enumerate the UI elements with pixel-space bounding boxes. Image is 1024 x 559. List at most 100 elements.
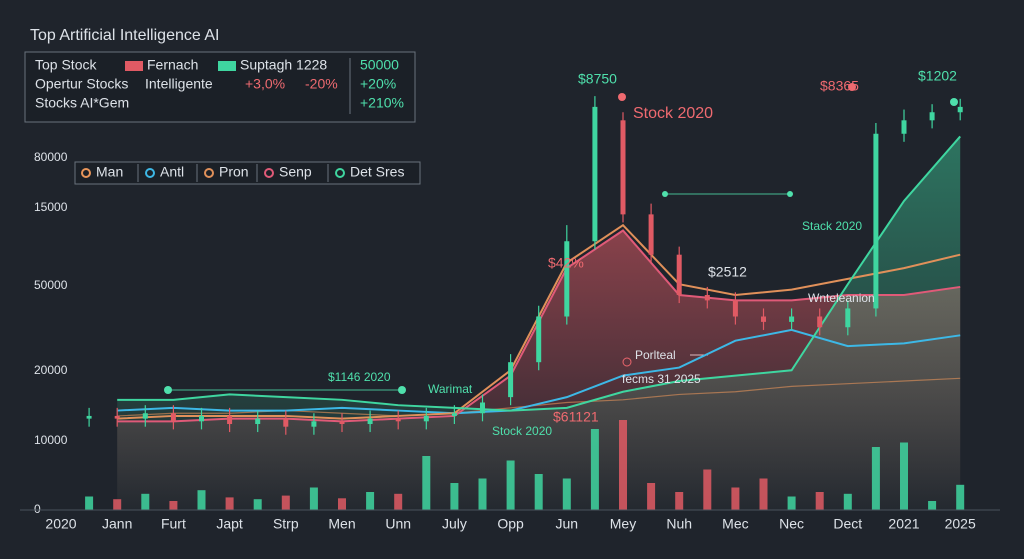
- candle-body: [339, 421, 345, 424]
- x-tick-label: Nuh: [666, 516, 692, 532]
- info-swatch: [218, 61, 236, 71]
- y-axis-label: 50000: [34, 278, 68, 292]
- info-box: Top Stock Opertur Stocks Intelligente St…: [24, 51, 416, 123]
- candle-body: [592, 106, 598, 242]
- annotation: $1146 2020: [328, 370, 391, 384]
- y-axis-label: 15000: [34, 200, 68, 214]
- candle-body: [508, 362, 514, 398]
- annotation: $8750: [578, 71, 617, 87]
- ref-dot: [164, 386, 172, 394]
- volume-bar: [759, 478, 768, 510]
- candle-body: [676, 254, 682, 295]
- ref-dot: [618, 93, 626, 101]
- x-tick-label: Men: [328, 516, 355, 532]
- volume-bar: [731, 487, 740, 510]
- info-change: 50000: [360, 57, 399, 73]
- candle-body: [564, 241, 570, 317]
- legend-marker: [81, 168, 91, 178]
- candle-body: [901, 120, 907, 134]
- volume-bar: [281, 495, 290, 510]
- volume-bar: [703, 469, 712, 510]
- x-tick-label: Furt: [161, 516, 186, 532]
- chart-title: Top Artificial Intelligence AI: [30, 27, 219, 44]
- x-tick-label: Jun: [556, 516, 579, 532]
- annotation: Wnteleanion: [808, 291, 875, 305]
- candle-body: [929, 112, 935, 121]
- candle-body: [845, 308, 851, 328]
- ref-dot: [662, 191, 668, 197]
- legend-marker: [204, 168, 214, 178]
- candle-body: [480, 402, 485, 414]
- x-tick-label: Japt: [216, 516, 243, 532]
- candle-body: [648, 214, 654, 255]
- x-tick-label: July: [442, 516, 467, 532]
- volume-bar: [85, 496, 94, 510]
- volume-bar: [113, 499, 122, 510]
- volume-bar: [478, 478, 487, 510]
- legend-frame: [74, 161, 421, 185]
- x-tick-label: Nec: [779, 516, 804, 532]
- candle-body: [395, 418, 401, 422]
- candle-body: [170, 413, 176, 422]
- annotation: fecms 31 2025: [622, 372, 701, 386]
- candle-body: [227, 415, 233, 424]
- volume-bar: [562, 478, 571, 510]
- x-tick-label: Unn: [385, 516, 411, 532]
- info-change: -20%: [305, 76, 338, 92]
- volume-bar: [843, 493, 852, 510]
- plot-area: [85, 96, 965, 510]
- x-tick-label: Strp: [273, 516, 299, 532]
- candle-body: [620, 120, 626, 215]
- y-axis-label: 10000: [34, 433, 68, 447]
- y-axis-label: 0: [34, 502, 41, 516]
- legend-label: Antl: [160, 164, 184, 180]
- volume-bar: [422, 456, 431, 510]
- x-tick-label: 2020: [45, 516, 76, 532]
- x-tick-label: 2021: [888, 516, 919, 532]
- volume-bar: [169, 501, 178, 510]
- volume-bar: [787, 496, 796, 510]
- volume-bar: [141, 493, 150, 510]
- annotation: Stack 2020: [802, 219, 862, 233]
- candle-body: [86, 415, 92, 419]
- volume-bar: [366, 492, 375, 510]
- info-text: Stocks AI*Gem: [35, 95, 129, 111]
- info-change: +20%: [360, 76, 396, 92]
- volume-bar: [871, 447, 880, 510]
- legend-label: Senp: [279, 164, 312, 180]
- x-tick-label: 2025: [945, 516, 976, 532]
- candle-body: [255, 418, 261, 424]
- candle-body: [114, 415, 120, 419]
- candle-body: [789, 316, 795, 322]
- info-text: Top Stock: [35, 57, 97, 73]
- x-tick-label: Jann: [102, 516, 132, 532]
- x-tick-label: Mec: [722, 516, 748, 532]
- info-change: +210%: [360, 95, 404, 111]
- volume-bar: [647, 483, 656, 510]
- volume-bar: [225, 497, 234, 510]
- annotation: $8365: [820, 78, 859, 94]
- ref-dot: [950, 98, 958, 106]
- ref-dot: [398, 386, 406, 394]
- y-axis-label: 80000: [34, 150, 68, 164]
- reference-lines: [164, 83, 958, 394]
- candle-body: [451, 413, 457, 416]
- candle-body: [142, 413, 148, 419]
- volume-bar: [506, 460, 515, 510]
- volume-bar: [928, 501, 937, 510]
- ref-dot: [787, 191, 793, 197]
- candle-body: [732, 300, 738, 317]
- info-swatch: [125, 61, 143, 71]
- annotation: $42%: [548, 255, 584, 271]
- candle-body: [199, 415, 204, 422]
- volume-bar: [253, 499, 262, 510]
- info-legend-label: Fernach: [147, 57, 198, 73]
- info-text: Intelligente: [145, 76, 213, 92]
- ref-dot: [848, 83, 856, 91]
- legend-label: Pron: [219, 164, 249, 180]
- annotation: Warimat: [428, 382, 473, 396]
- legend-marker: [264, 168, 274, 178]
- info-change: +3,0%: [245, 76, 285, 92]
- volume-bar: [309, 487, 318, 510]
